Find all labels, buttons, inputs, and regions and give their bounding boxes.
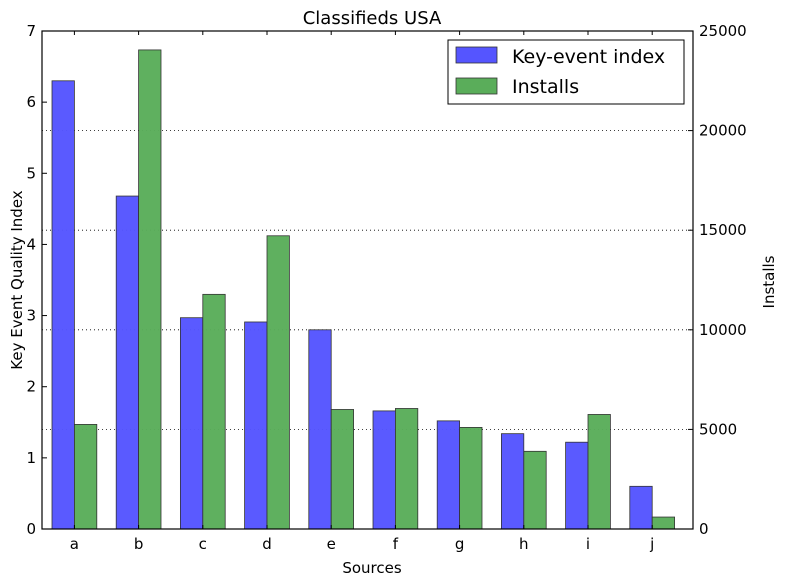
bar-installs-h — [523, 450, 547, 530]
left-y-tick-label-6: 6 — [26, 93, 36, 111]
right-y-tick-label-2: 10000 — [699, 321, 747, 339]
x-tick-label-c: c — [199, 535, 207, 553]
right-y-tick-label-4: 20000 — [699, 122, 747, 140]
legend-label-key-event-index: Key-event index — [512, 46, 665, 68]
bar-installs-j — [651, 516, 676, 530]
x-tick-label-g: g — [455, 535, 465, 553]
left-y-axis-label: Key Event Quality Index — [8, 190, 26, 369]
right-y-tick-label-0: 0 — [699, 520, 709, 538]
chart-title: Classifieds USA — [303, 8, 442, 29]
bar-key-event-index-f — [372, 410, 396, 530]
legend-label-installs: Installs — [512, 76, 579, 98]
plot-frame — [41, 30, 694, 530]
x-tick-label-j: j — [649, 535, 654, 553]
bar-key-event-index-c — [179, 317, 204, 530]
bar-key-event-index-a — [51, 80, 75, 530]
bars — [51, 49, 676, 530]
left-y-tick-label-3: 3 — [26, 307, 36, 325]
bar-installs-b — [138, 49, 162, 530]
bar-key-event-index-d — [244, 321, 268, 530]
bar-installs-a — [74, 424, 98, 530]
bar-key-event-index-e — [308, 329, 332, 530]
x-tick-label-h: h — [519, 535, 529, 553]
bar-key-event-index-h — [500, 433, 525, 530]
x-tick-label-a: a — [70, 535, 79, 553]
left-y-tick-label-4: 4 — [26, 235, 36, 253]
right-y-tick-label-1: 5000 — [699, 420, 737, 438]
x-tick-label-e: e — [327, 535, 336, 553]
x-tick-label-d: d — [262, 535, 272, 553]
bar-installs-f — [394, 408, 419, 530]
legend: Key-event index Installs — [447, 39, 685, 105]
bar-installs-c — [202, 293, 226, 530]
bar-key-event-index-i — [565, 441, 589, 530]
bar-installs-d — [266, 235, 290, 530]
right-y-tick-label-3: 15000 — [699, 221, 747, 239]
left-y-tick-label-1: 1 — [26, 449, 36, 467]
legend-swatch-installs — [455, 77, 498, 95]
x-tick-label-f: f — [393, 535, 399, 553]
x-tick-label-b: b — [134, 535, 144, 553]
bar-key-event-index-g — [436, 420, 461, 530]
left-y-tick-label-5: 5 — [26, 164, 36, 182]
left-y-tick-label-0: 0 — [26, 520, 36, 538]
left-y-tick-label-2: 2 — [26, 378, 36, 396]
bar-installs-g — [459, 427, 483, 530]
right-y-tick-label-5: 25000 — [699, 22, 747, 40]
left-y-tick-label-7: 7 — [26, 22, 36, 40]
axis-ticks: a b c d e f g h i j 0 1 2 3 4 5 6 7 0 5000 10000 15000 20000 25… — [26, 22, 746, 553]
bar-installs-e — [330, 409, 355, 530]
bar-key-event-index-b — [115, 195, 139, 530]
x-axis-label: Sources — [342, 559, 402, 577]
legend-swatch-key-event-index — [455, 46, 498, 64]
x-tick-label-i: i — [586, 535, 590, 553]
right-y-axis-label: Installs — [760, 255, 778, 308]
bar-key-event-index-j — [629, 485, 653, 530]
bar-installs-i — [587, 414, 611, 530]
